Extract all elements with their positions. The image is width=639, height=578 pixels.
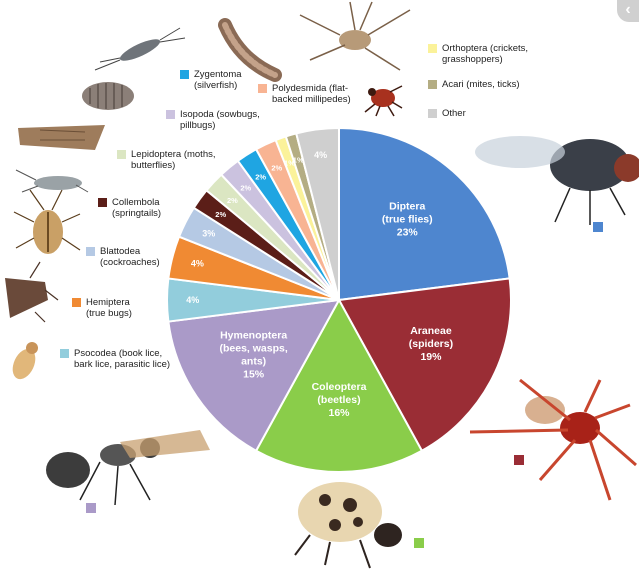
beetle-icon [294,482,402,569]
legend-label: Zygentoma (silverfish) [194,69,242,91]
moth-icon [18,125,105,150]
legend-swatch [180,70,189,79]
legend-label: Acari (mites, ticks) [442,79,520,90]
legend-label: Orthoptera (crickets, grasshoppers) [442,43,529,65]
fly-icon [475,136,639,225]
legend-label: Psocodea (book lice, bark lice, parasiti… [74,348,171,370]
slice-label: Araneae (spiders) 19% [409,325,453,363]
slice-label: 2% [271,164,282,173]
ant-icon [46,430,210,506]
slice-label: Hymenoptera (bees, wasps, ants) 15% [220,330,288,381]
spider-icon [469,378,637,501]
legend-swatch [60,349,69,358]
legend-swatch [428,44,437,53]
legend-item-other: Other [428,108,578,119]
legend-label: Polydesmida (flat- backed millipedes) [272,83,351,105]
legend-swatch [428,80,437,89]
legend-item-collembola: Collembola (springtails) [98,197,248,219]
legend-item-blattodea: Blattodea (cockroaches) [86,246,236,268]
silverfish-icon [94,27,186,71]
pillbug-icon [82,82,134,110]
legend-swatch [72,298,81,307]
legend-swatch [86,247,95,256]
legend-label: Hemiptera (true bugs) [86,297,132,319]
legend-item-polydesmida: Polydesmida (flat- backed millipedes) [258,83,408,105]
springtail-icon [15,169,89,193]
cockroach-icon [13,189,81,254]
pie-slice [167,298,341,453]
slice-label: 4% [186,295,199,305]
legend-swatch [166,110,175,119]
fly-color-marker [593,222,603,232]
beetle-color-marker [414,538,424,548]
legend-swatch [258,84,267,93]
slice-label: 3% [202,229,215,239]
slice-label: 2% [255,173,266,182]
legend-label: Other [442,108,466,119]
ant-color-marker [86,503,96,513]
legend-item-hemiptera: Hemiptera (true bugs) [72,297,222,319]
legend-item-acari: Acari (mites, ticks) [428,79,578,90]
slice-label: 4% [314,150,327,160]
legend-item-isopoda: Isopoda (sowbugs, pillbugs) [166,109,316,131]
cricket-icon [299,1,411,71]
pie-slice [295,126,340,301]
legend-swatch [117,150,126,159]
legend-swatch [98,198,107,207]
legend-label: Isopoda (sowbugs, pillbugs) [180,109,260,131]
slice-label: Coleoptera (beetles) 16% [312,381,367,419]
slice-label: 1% [293,156,304,165]
slice-label: 2% [215,210,226,219]
pie-slice [254,297,424,473]
legend-item-orthoptera: Orthoptera (crickets, grasshoppers) [428,43,578,65]
legend-swatch [428,109,437,118]
pie-slice [337,277,512,453]
legend-item-zygentoma: Zygentoma (silverfish) [180,69,330,91]
slice-label: 1% [284,158,295,167]
stinkbug-icon [5,261,59,323]
booklouse-icon [12,342,38,380]
legend-label: Blattodea (cockroaches) [100,246,160,268]
slice-label: Diptera (true flies) 23% [382,201,433,239]
tick-icon [364,85,403,117]
chevron-left-icon[interactable]: ‹ [617,0,639,22]
legend-item-psocodea: Psocodea (book lice, bark lice, parasiti… [60,348,210,370]
millipede-icon [218,18,282,82]
legend-label: Collembola (springtails) [112,197,162,219]
spider-color-marker [514,455,524,465]
legend-item-lepidoptera: Lepidoptera (moths, butterflies) [117,149,267,171]
slice-label: 2% [240,183,251,192]
legend-label: Lepidoptera (moths, butterflies) [131,149,216,171]
slice-label: 4% [191,259,204,269]
slice-label: 2% [227,196,238,205]
pie-slice [338,126,511,302]
